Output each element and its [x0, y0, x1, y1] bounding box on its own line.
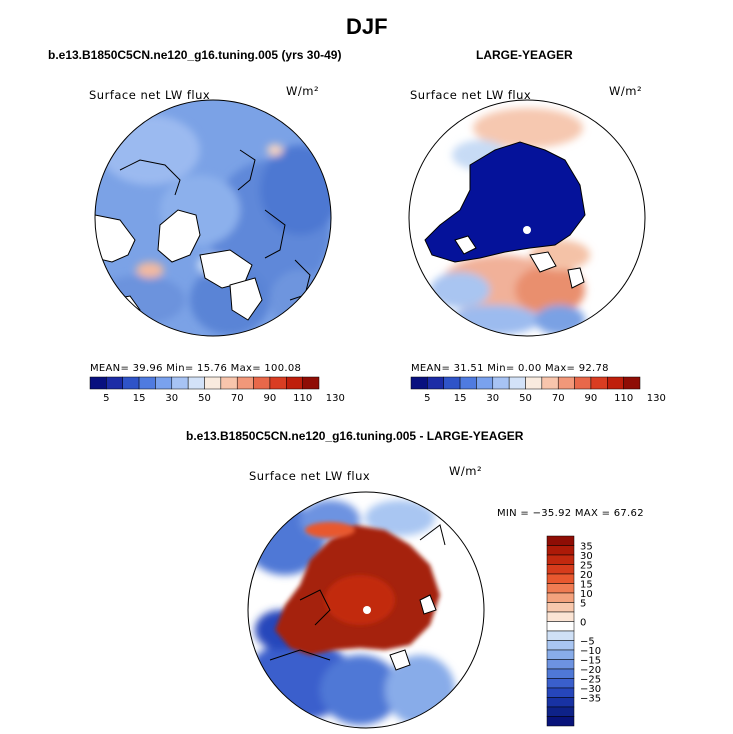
- colorbar-swatch: [546, 545, 575, 556]
- colorbar-tick-label: −25: [580, 675, 601, 686]
- panel-2-title: LARGE-YEAGER: [476, 48, 573, 62]
- colorbar-swatch: [106, 376, 123, 390]
- colorbar-swatch: [155, 376, 173, 390]
- colorbar-tick-label: 10: [580, 589, 593, 600]
- colorbar-tick-label: 5: [580, 599, 586, 610]
- colorbar-swatch: [546, 668, 575, 679]
- colorbar-tick-label: 25: [580, 561, 593, 572]
- colorbar-swatch: [508, 376, 526, 390]
- panel-3-title: b.e13.B1850C5CN.ne120_g16.tuning.005 - L…: [186, 429, 524, 443]
- figure-title: DJF: [346, 14, 388, 39]
- colorbar-swatch: [220, 376, 238, 390]
- colorbar-swatch: [302, 376, 320, 390]
- panel-1-stats: MEAN= 39.96 Min= 15.76 Max= 100.08: [90, 363, 302, 374]
- panel-1-units: W/m²: [286, 84, 320, 98]
- colorbar-tick-label: 15: [580, 580, 593, 591]
- colorbar-swatch: [546, 630, 575, 641]
- colorbar-tick-label: 35: [580, 542, 593, 553]
- colorbar-swatch: [546, 678, 575, 689]
- colorbar-tick-label: −5: [580, 637, 595, 648]
- colorbar-tick-label: 20: [580, 570, 593, 581]
- colorbar-swatch: [574, 376, 592, 390]
- colorbar-swatch: [546, 640, 575, 651]
- panel-1-variable: Surface net LW flux: [89, 88, 211, 102]
- colorbar-swatch: [546, 583, 575, 594]
- colorbar-swatch: [546, 716, 575, 727]
- colorbar-tick-label: 30: [580, 551, 593, 562]
- colorbar-swatch: [171, 376, 189, 390]
- panel-2-colorbar: 5 15 30 50 70 90 110 130: [410, 376, 666, 404]
- colorbar-tick-label: −15: [580, 656, 601, 667]
- colorbar-swatch: [253, 376, 271, 390]
- colorbar-tick-label: 110: [293, 393, 312, 404]
- colorbar-tick-label: 5: [424, 393, 430, 404]
- panel-3-stats: MIN = −35.92 MAX = 67.62: [497, 508, 644, 519]
- colorbar-swatch: [546, 602, 575, 613]
- colorbar-swatch: [427, 376, 444, 390]
- colorbar-swatch: [557, 376, 575, 390]
- colorbar-swatch: [204, 376, 222, 390]
- colorbar-swatch: [476, 376, 494, 390]
- colorbar-swatch: [89, 376, 107, 390]
- colorbar-tick-label: 30: [165, 393, 178, 404]
- colorbar-tick-label: 90: [264, 393, 277, 404]
- colorbar-swatch: [546, 592, 575, 603]
- colorbar-swatch: [546, 687, 575, 698]
- colorbar-swatch: [546, 573, 575, 584]
- colorbar-swatch: [546, 659, 575, 670]
- colorbar-swatch: [541, 376, 559, 390]
- colorbar-swatch: [492, 376, 510, 390]
- colorbar-tick-label: −10: [580, 646, 601, 657]
- colorbar-tick-label: 130: [326, 393, 345, 404]
- colorbar-swatch: [546, 535, 575, 546]
- colorbar-swatch: [269, 376, 287, 390]
- colorbar-swatch: [546, 611, 575, 622]
- colorbar-tick-label: 50: [198, 393, 211, 404]
- colorbar-tick-label: 130: [647, 393, 666, 404]
- colorbar-swatch: [546, 554, 575, 565]
- colorbar-tick-label: 110: [614, 393, 633, 404]
- panel-2-variable: Surface net LW flux: [410, 88, 532, 102]
- colorbar-swatch: [443, 376, 461, 390]
- colorbar-swatch: [187, 376, 205, 390]
- colorbar-tick-label: −30: [580, 684, 601, 695]
- colorbar-swatch: [546, 706, 575, 717]
- colorbar-tick-label: 70: [552, 393, 565, 404]
- colorbar-swatch: [546, 697, 575, 708]
- colorbar-swatch: [607, 376, 624, 390]
- colorbar-swatch: [459, 376, 477, 390]
- colorbar-tick-label: 15: [133, 393, 146, 404]
- colorbar-tick-label: 30: [486, 393, 499, 404]
- panel-1-colorbar: 5 15 30 50 70 90 110 130: [89, 376, 345, 404]
- colorbar-swatch: [138, 376, 156, 390]
- panel-2-stats: MEAN= 31.51 Min= 0.00 Max= 92.78: [411, 363, 609, 374]
- colorbar-swatch: [122, 376, 140, 390]
- colorbar-swatch: [623, 376, 641, 390]
- colorbar-swatch: [546, 564, 575, 575]
- colorbar-swatch: [590, 376, 608, 390]
- colorbar-tick-label: 15: [454, 393, 467, 404]
- colorbar-swatch: [546, 621, 575, 632]
- panel-1-map: [95, 100, 331, 336]
- panel-3-map: [248, 492, 484, 728]
- colorbar-tick-label: −35: [580, 694, 601, 705]
- colorbar-tick-label: 90: [585, 393, 598, 404]
- colorbar-tick-label: 50: [519, 393, 532, 404]
- panel-2-units: W/m²: [609, 84, 643, 98]
- colorbar-swatch: [525, 376, 543, 390]
- colorbar-swatch: [236, 376, 254, 390]
- colorbar-tick-label: 0: [580, 618, 586, 629]
- colorbar-tick-label: 5: [103, 393, 109, 404]
- panel-2-map: [409, 100, 645, 336]
- colorbar-tick-label: 70: [231, 393, 244, 404]
- colorbar-tick-label: −20: [580, 665, 601, 676]
- colorbar-swatch: [286, 376, 303, 390]
- panel-3-variable: Surface net LW flux: [249, 469, 371, 483]
- colorbar-swatch: [410, 376, 428, 390]
- panel-3-units: W/m²: [449, 464, 483, 478]
- colorbar-swatch: [546, 649, 575, 660]
- panel-1-title: b.e13.B1850C5CN.ne120_g16.tuning.005 (yr…: [48, 48, 342, 62]
